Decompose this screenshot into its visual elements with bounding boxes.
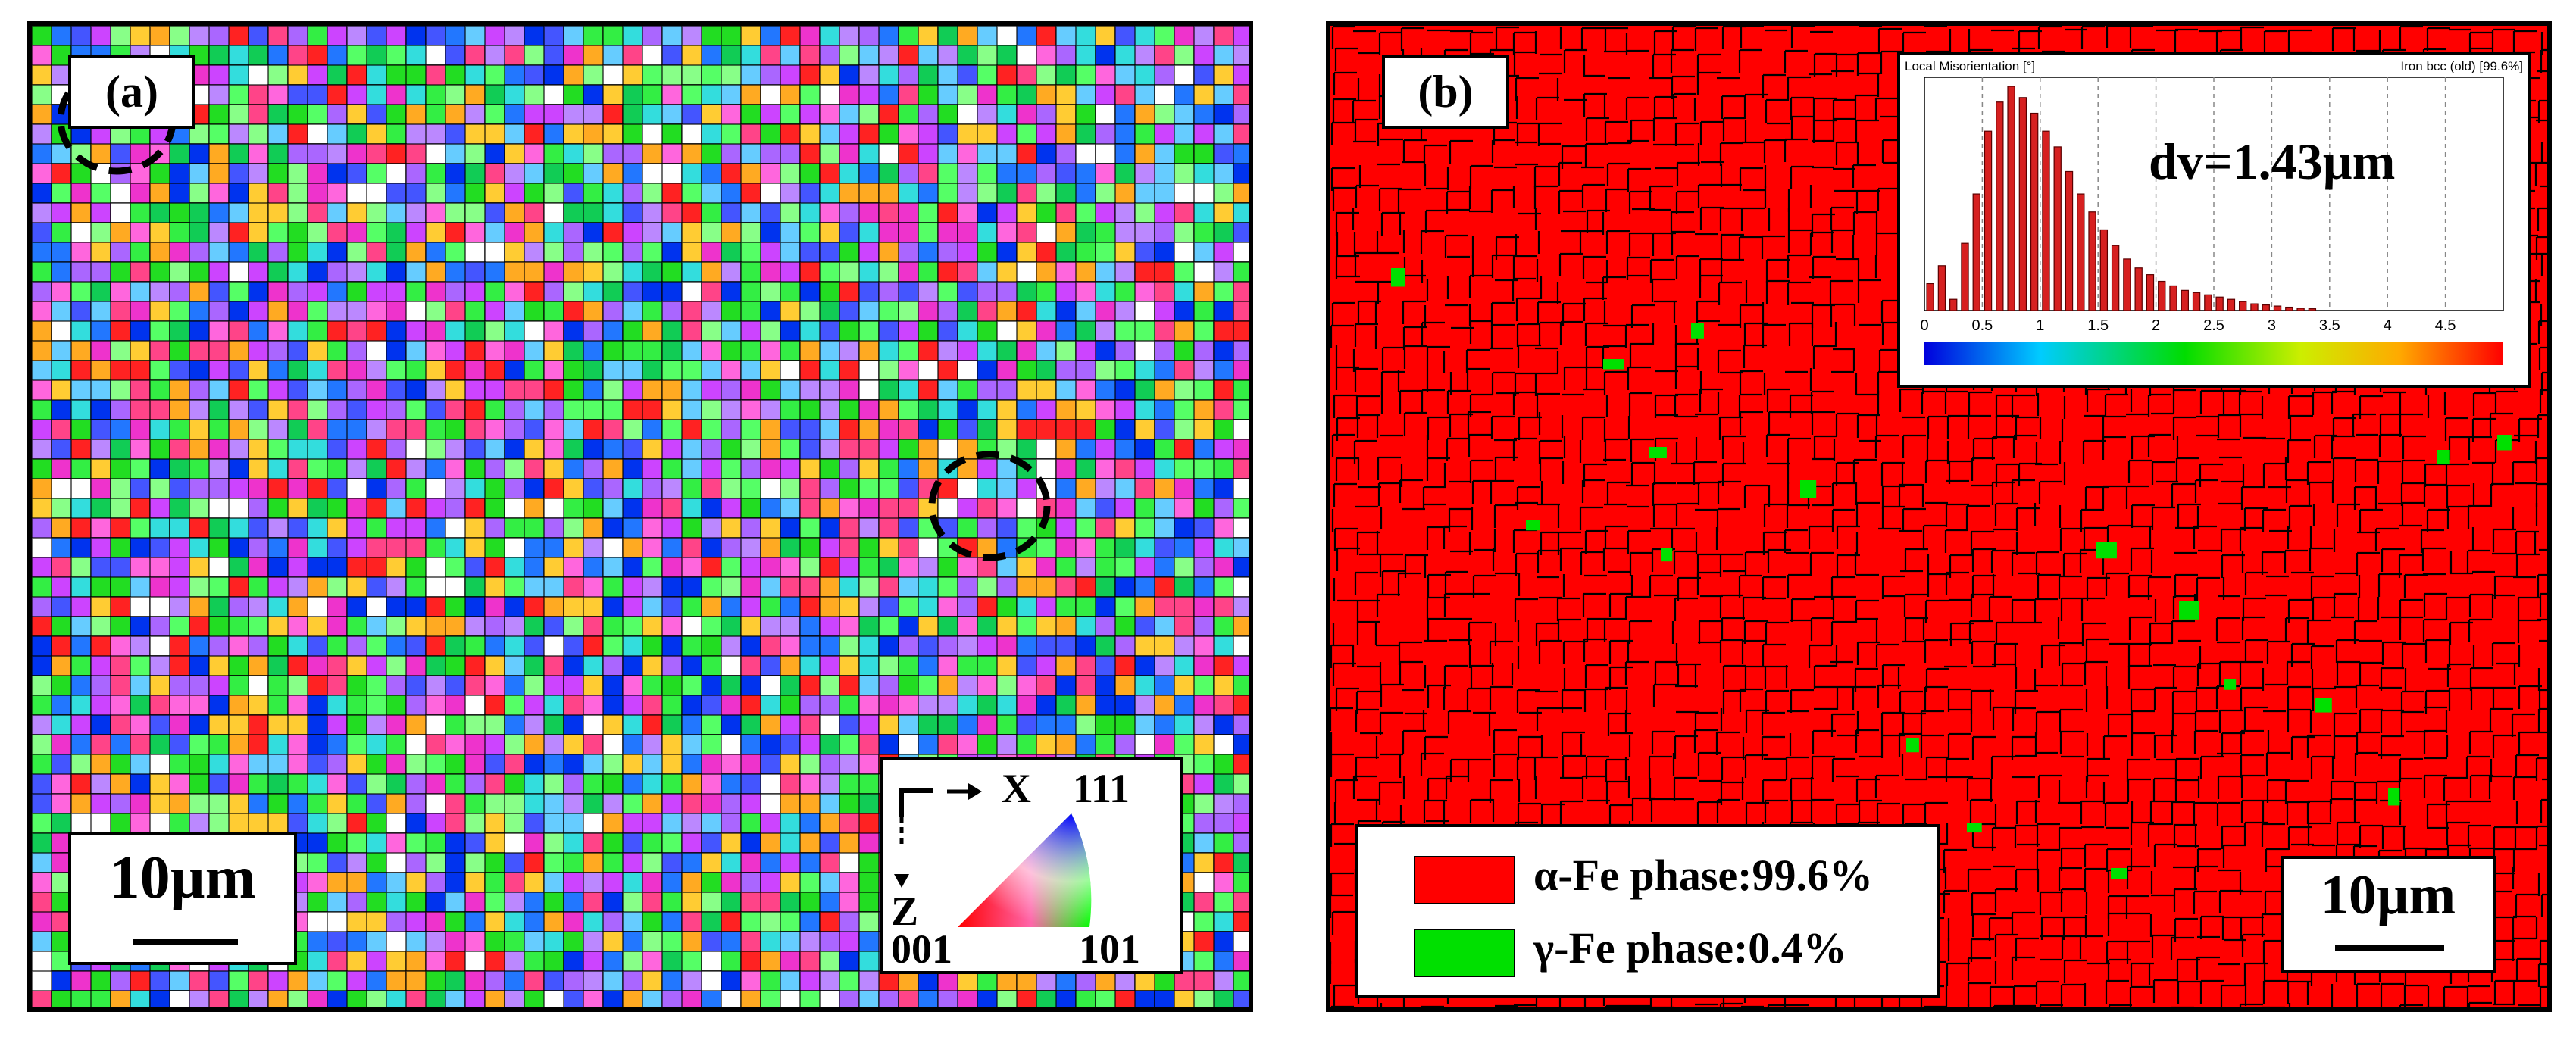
- gamma-fe-island: [2388, 788, 2400, 806]
- grain-mosaic: [32, 26, 1249, 1007]
- gamma-fe-island: [2111, 868, 2127, 879]
- histogram-bar: [2239, 301, 2247, 311]
- histogram-bar: [2134, 267, 2143, 311]
- histogram-bar: [1937, 265, 1946, 311]
- histogram-bar: [2227, 298, 2236, 311]
- histogram-tick-label: 1.5: [2087, 317, 2109, 334]
- histogram-bar: [2088, 211, 2096, 311]
- phase-map-panel: (b) Local Misorientation [°] Iron bcc (o…: [1326, 21, 2552, 1012]
- histogram-bar: [2192, 292, 2201, 311]
- histogram-bar: [2308, 308, 2317, 311]
- alpha-fe-label: α-Fe phase:99.6%: [1533, 851, 1873, 900]
- ipf-axis-z: Z: [891, 888, 919, 934]
- gamma-fe-island: [2179, 601, 2200, 620]
- histogram-tick-label: 4.5: [2435, 317, 2456, 334]
- gamma-fe-island: [2224, 679, 2237, 690]
- scale-bar-b: 10µm: [2281, 856, 2496, 973]
- ipf-axis-x: X: [1002, 766, 1031, 811]
- histogram-bar: [1984, 130, 1993, 311]
- histogram-bar: [2030, 112, 2039, 311]
- histogram-bar: [2007, 86, 2015, 311]
- histogram-tick-label: 2: [2152, 317, 2160, 334]
- histogram-bar: [2018, 97, 2027, 311]
- histogram-bar: [1961, 242, 1969, 311]
- histogram-bar: [1926, 283, 1934, 311]
- histogram-bar: [2065, 170, 2074, 311]
- histogram-bar: [2215, 296, 2224, 311]
- gamma-fe-swatch: [1414, 929, 1515, 977]
- ipf-pole-111: 111: [1073, 766, 1130, 811]
- panel-b-label: (b): [1382, 55, 1509, 129]
- histogram-tick-label: 1: [2036, 317, 2044, 334]
- misorientation-color-bar: [1924, 342, 2503, 365]
- gamma-fe-island: [1800, 480, 1817, 498]
- ipf-color-key: X 111 Z 001 101: [880, 757, 1183, 974]
- histogram-bar: [2077, 193, 2085, 311]
- histogram-bar: [2250, 303, 2259, 311]
- histogram-bar: [2146, 274, 2155, 311]
- panel-a-label: (a): [68, 55, 195, 129]
- ipf-triangle-icon: [894, 783, 1092, 927]
- gamma-fe-island: [2497, 435, 2512, 451]
- gamma-fe-island: [1649, 447, 1667, 459]
- phase-legend: α-Fe phase:99.6% γ-Fe phase:0.4%: [1355, 824, 1940, 998]
- histogram-tick-label: 4: [2384, 317, 2392, 334]
- scale-bar-a-label: 10µm: [109, 845, 256, 911]
- gamma-fe-island: [1526, 520, 1541, 531]
- scale-bar-a: 10µm: [68, 832, 297, 965]
- histogram-bar: [2204, 294, 2212, 311]
- scale-bar-b-label: 10µm: [2320, 864, 2456, 926]
- histogram-bar: [2273, 305, 2282, 311]
- ipf-pole-101: 101: [1079, 926, 1140, 972]
- histogram-tick-label: 3.5: [2319, 317, 2340, 334]
- histogram-bar: [2053, 146, 2062, 311]
- inset-title-left: Local Misorientation [°]: [1905, 59, 2036, 73]
- histogram-bar: [2042, 130, 2050, 311]
- histogram-bar: [1949, 298, 1958, 311]
- gamma-fe-island: [1661, 548, 1673, 562]
- gamma-fe-island: [1906, 738, 1919, 753]
- misorientation-histogram: 0 0.5 1 1.5 2 2.5 3 3.5 4 4.5: [1920, 77, 2504, 365]
- ipf-pole-001: 001: [891, 926, 952, 972]
- histogram-tick-label: 2.5: [2203, 317, 2224, 334]
- grain-size-annotation: dv=1.43µm: [2149, 133, 2396, 190]
- histogram-bar: [2169, 285, 2177, 311]
- histogram-bar: [2099, 229, 2109, 311]
- alpha-fe-swatch: [1414, 856, 1515, 904]
- inset-title-right: Iron bcc (old) [99.6%]: [2400, 59, 2523, 73]
- histogram-bar: [2111, 245, 2120, 311]
- gamma-fe-label: γ-Fe phase:0.4%: [1533, 923, 1847, 973]
- histogram-bar: [1972, 193, 1980, 311]
- histogram-bar: [2181, 289, 2189, 311]
- gamma-fe-island: [2315, 698, 2332, 713]
- gamma-fe-island: [1391, 268, 1405, 287]
- gamma-fe-island: [1967, 823, 1982, 833]
- dashed-circle-marker: [928, 451, 1051, 561]
- histogram-bar: [1996, 101, 2004, 311]
- histogram-bar: [2262, 304, 2270, 311]
- misorientation-histogram-inset: Local Misorientation [°] Iron bcc (old) …: [1897, 52, 2531, 388]
- histogram-tick-label: 0: [1920, 317, 1928, 334]
- histogram-bar: [2158, 280, 2166, 311]
- histogram-tick-label: 3: [2268, 317, 2276, 334]
- gamma-fe-island: [2437, 450, 2450, 464]
- scale-bar-a-line: [133, 939, 238, 945]
- ipf-orientation-map: [32, 26, 1249, 1007]
- histogram-tick-label: 0.5: [1971, 317, 1993, 334]
- gamma-fe-island: [1603, 359, 1624, 370]
- histogram-bar: [2123, 258, 2131, 311]
- ipf-map-panel: (a) 10µm: [27, 21, 1253, 1012]
- gamma-fe-island: [1691, 323, 1704, 339]
- scale-bar-b-line: [2335, 945, 2444, 951]
- histogram-bar: [2285, 306, 2293, 311]
- gamma-fe-island: [2096, 542, 2117, 559]
- histogram-bar: [2296, 308, 2305, 311]
